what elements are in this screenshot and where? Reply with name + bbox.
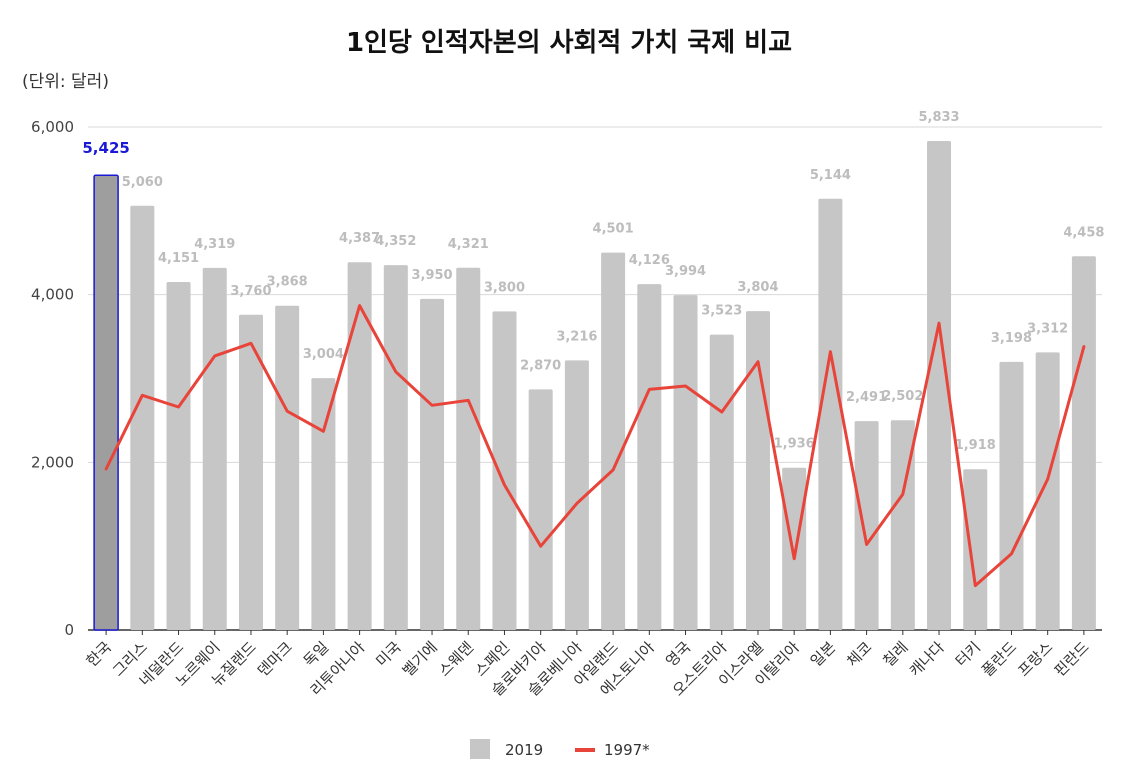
data-label: 3,312 xyxy=(1027,321,1068,336)
bar xyxy=(963,469,988,630)
data-label: 3,760 xyxy=(230,284,271,299)
data-label: 1,936 xyxy=(774,437,815,452)
chart-title: 1인당 인적자본의 사회적 가치 국제 비교 xyxy=(346,28,792,58)
bar xyxy=(709,334,734,630)
x-tick-label: 프랑스 xyxy=(1015,638,1057,680)
data-label: 5,144 xyxy=(810,168,851,183)
bar xyxy=(601,252,626,630)
data-label: 3,523 xyxy=(701,304,742,319)
y-tick-label: 0 xyxy=(64,621,74,639)
bar xyxy=(311,378,336,630)
bar xyxy=(347,262,372,630)
x-tick-label: 체코 xyxy=(843,638,875,670)
legend: 2019 1997* xyxy=(470,739,650,759)
x-tick-label: 캐나다 xyxy=(906,638,948,680)
data-label: 2,870 xyxy=(520,358,561,373)
data-label: 3,804 xyxy=(737,280,778,295)
bar xyxy=(1035,352,1060,630)
data-label: 5,833 xyxy=(918,110,959,125)
data-label: 2,502 xyxy=(882,389,923,404)
bar xyxy=(673,295,698,630)
data-label: 1,918 xyxy=(955,438,996,453)
data-label: 3,994 xyxy=(665,264,706,279)
data-label: 3,198 xyxy=(991,331,1032,346)
series-line-1997 xyxy=(104,304,1086,588)
bar-highlighted xyxy=(93,174,119,631)
y-tick-label: 4,000 xyxy=(31,286,74,304)
data-label: 4,387 xyxy=(339,231,380,246)
bar xyxy=(492,311,517,630)
bar xyxy=(166,282,191,630)
data-label: 5,060 xyxy=(122,175,163,190)
legend-swatch-bar xyxy=(470,739,490,759)
legend-label-bar: 2019 xyxy=(505,741,543,759)
legend-swatch-line xyxy=(575,748,595,752)
bar xyxy=(456,267,481,630)
x-tick-label: 스웨덴 xyxy=(435,638,477,680)
data-label: 4,151 xyxy=(158,251,199,266)
legend-label-line: 1997* xyxy=(604,741,650,759)
bar xyxy=(854,421,879,630)
data-label: 3,216 xyxy=(556,329,597,344)
data-label: 4,352 xyxy=(375,234,416,249)
line-series xyxy=(104,304,1086,588)
bar xyxy=(528,389,553,630)
data-label: 3,868 xyxy=(267,275,308,290)
bar xyxy=(999,361,1024,630)
data-label: 4,321 xyxy=(448,237,489,252)
data-label: 4,319 xyxy=(194,237,235,252)
bar xyxy=(637,284,662,630)
bar xyxy=(1071,256,1096,630)
bar xyxy=(564,360,589,630)
x-tick-label: 폴란드 xyxy=(978,638,1020,680)
bars xyxy=(93,141,1096,631)
data-label: 4,458 xyxy=(1063,225,1104,240)
data-label: 2,491 xyxy=(846,390,887,405)
x-tick-label: 일본 xyxy=(807,638,839,670)
y-tick-label: 6,000 xyxy=(31,118,74,136)
data-label: 4,126 xyxy=(629,253,670,268)
x-tick-label: 핀란드 xyxy=(1051,638,1093,680)
bar xyxy=(202,267,227,630)
unit-label: (단위: 달러) xyxy=(22,72,109,92)
data-label: 4,501 xyxy=(593,222,634,237)
bar xyxy=(420,298,445,630)
data-label: 3,004 xyxy=(303,347,344,362)
bar xyxy=(130,205,155,630)
bar xyxy=(745,311,770,630)
bar xyxy=(927,141,952,630)
data-label: 3,800 xyxy=(484,280,525,295)
x-tick-label: 덴마크 xyxy=(254,638,296,680)
y-axis-ticks: 0 2,000 4,000 6,000 xyxy=(31,118,74,639)
bar xyxy=(818,198,843,630)
data-label: 3,950 xyxy=(411,268,452,283)
y-tick-label: 2,000 xyxy=(31,453,74,471)
bar xyxy=(275,305,300,630)
x-tick-label: 벨기에 xyxy=(399,638,441,680)
bar xyxy=(383,265,408,630)
bar xyxy=(238,314,263,630)
bar xyxy=(782,467,807,630)
data-label: 5,425 xyxy=(82,139,129,157)
